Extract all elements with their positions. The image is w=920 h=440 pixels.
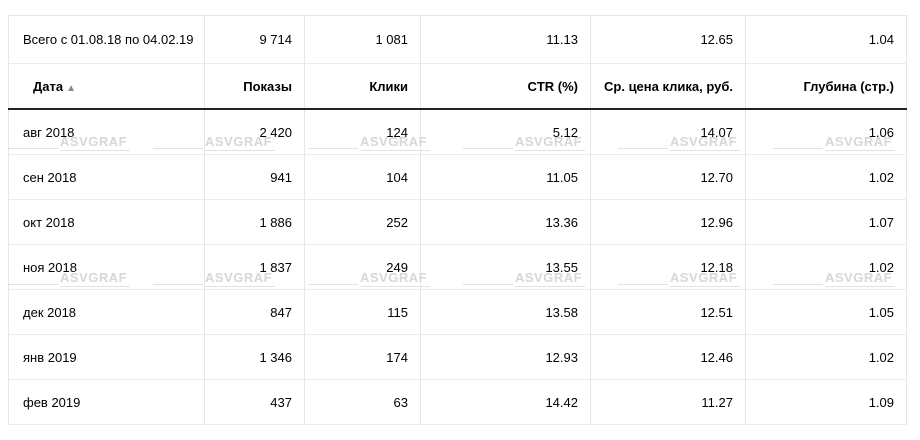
- cell-ctr: 13.58: [420, 289, 591, 335]
- column-header-ctr[interactable]: CTR (%): [420, 63, 591, 110]
- table-row: окт 2018 1 886 252 13.36 12.96 1.07: [8, 199, 907, 245]
- cell-shows: 1 346: [204, 334, 305, 380]
- column-header-clicks[interactable]: Клики: [304, 63, 421, 110]
- cell-clicks: 124: [304, 109, 421, 155]
- column-header-depth[interactable]: Глубина (стр.): [745, 63, 907, 110]
- cell-date: дек 2018: [8, 289, 205, 335]
- cell-avg-cpc: 12.46: [590, 334, 746, 380]
- cell-date: ноя 2018: [8, 244, 205, 290]
- cell-clicks: 252: [304, 199, 421, 245]
- table-row: ноя 2018 1 837 249 13.55 12.18 1.02: [8, 244, 907, 290]
- cell-ctr: 12.93: [420, 334, 591, 380]
- summary-row: Всего с 01.08.18 по 04.02.19 9 714 1 081…: [8, 15, 907, 64]
- sort-ascending-icon: ▲: [66, 82, 76, 94]
- summary-label: Всего с 01.08.18 по 04.02.19: [8, 15, 205, 64]
- cell-shows: 847: [204, 289, 305, 335]
- column-header-date[interactable]: Дата ▲: [8, 63, 205, 110]
- cell-depth: 1.02: [745, 244, 907, 290]
- cell-date: сен 2018: [8, 154, 205, 200]
- table-row: авг 2018 2 420 124 5.12 14.07 1.06: [8, 109, 907, 155]
- cell-clicks: 63: [304, 379, 421, 425]
- table-header-row: Дата ▲ Показы Клики CTR (%) Ср. цена клик…: [8, 63, 907, 110]
- cell-date: янв 2019: [8, 334, 205, 380]
- cell-avg-cpc: 12.51: [590, 289, 746, 335]
- cell-ctr: 11.05: [420, 154, 591, 200]
- table-row: янв 2019 1 346 174 12.93 12.46 1.02: [8, 334, 907, 380]
- cell-shows: 941: [204, 154, 305, 200]
- cell-avg-cpc: 12.96: [590, 199, 746, 245]
- cell-depth: 1.05: [745, 289, 907, 335]
- cell-shows: 1 837: [204, 244, 305, 290]
- cell-depth: 1.07: [745, 199, 907, 245]
- summary-clicks: 1 081: [304, 15, 421, 64]
- table-row: сен 2018 941 104 11.05 12.70 1.02: [8, 154, 907, 200]
- cell-avg-cpc: 14.07: [590, 109, 746, 155]
- statistics-table: Всего с 01.08.18 по 04.02.19 9 714 1 081…: [8, 15, 907, 425]
- cell-clicks: 115: [304, 289, 421, 335]
- cell-shows: 437: [204, 379, 305, 425]
- cell-depth: 1.02: [745, 334, 907, 380]
- cell-clicks: 174: [304, 334, 421, 380]
- cell-ctr: 13.36: [420, 199, 591, 245]
- cell-date: фев 2019: [8, 379, 205, 425]
- column-header-shows[interactable]: Показы: [204, 63, 305, 110]
- cell-ctr: 14.42: [420, 379, 591, 425]
- cell-depth: 1.06: [745, 109, 907, 155]
- summary-ctr: 11.13: [420, 15, 591, 64]
- summary-shows: 9 714: [204, 15, 305, 64]
- cell-avg-cpc: 12.18: [590, 244, 746, 290]
- cell-avg-cpc: 12.70: [590, 154, 746, 200]
- cell-clicks: 104: [304, 154, 421, 200]
- column-header-date-label: Дата: [33, 78, 64, 94]
- summary-depth: 1.04: [745, 15, 907, 64]
- table-row: фев 2019 437 63 14.42 11.27 1.09: [8, 379, 907, 425]
- cell-avg-cpc: 11.27: [590, 379, 746, 425]
- cell-shows: 1 886: [204, 199, 305, 245]
- column-header-avg-cpc[interactable]: Ср. цена клика, руб.: [590, 63, 746, 110]
- cell-depth: 1.09: [745, 379, 907, 425]
- cell-ctr: 5.12: [420, 109, 591, 155]
- cell-date: окт 2018: [8, 199, 205, 245]
- table-row: дек 2018 847 115 13.58 12.51 1.05: [8, 289, 907, 335]
- cell-depth: 1.02: [745, 154, 907, 200]
- cell-date: авг 2018: [8, 109, 205, 155]
- cell-shows: 2 420: [204, 109, 305, 155]
- cell-ctr: 13.55: [420, 244, 591, 290]
- cell-clicks: 249: [304, 244, 421, 290]
- summary-avg-cpc: 12.65: [590, 15, 746, 64]
